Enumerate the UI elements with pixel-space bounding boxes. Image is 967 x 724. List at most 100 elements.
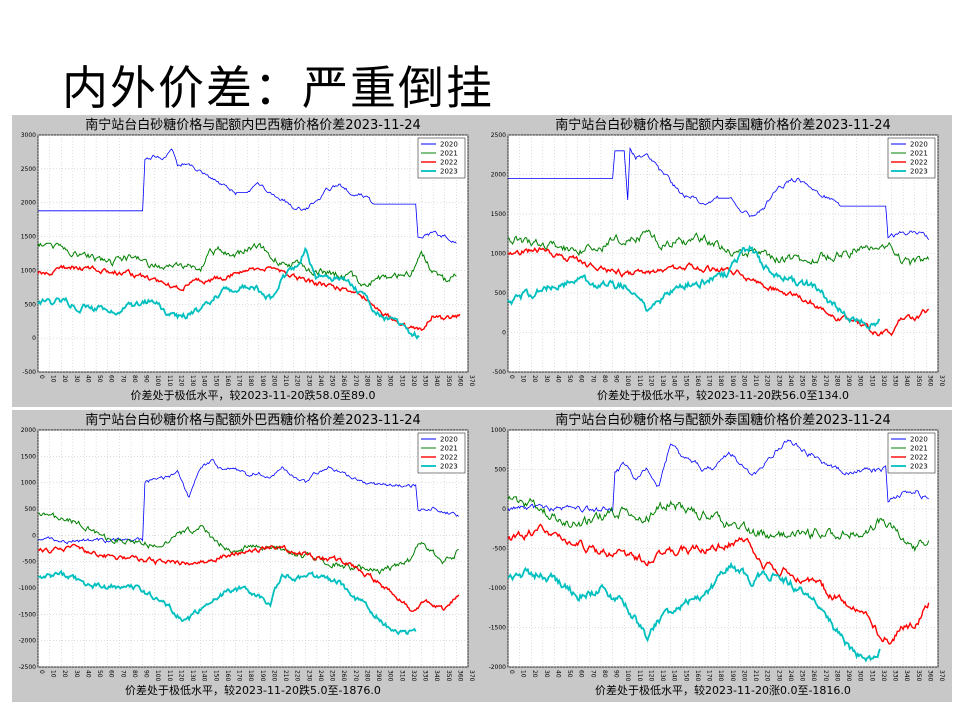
y-tick-label: -500 [492,369,506,376]
series-2023-line [507,244,881,331]
x-tick-label: 220 [294,670,301,682]
x-tick-label: 270 [822,670,829,682]
y-tick-label: -500 [22,369,36,376]
x-tick-label: 100 [154,375,161,387]
y-tick-label: 1000 [21,267,36,274]
series-2021-line [37,242,457,288]
legend-label-2023: 2023 [910,168,928,176]
x-tick-label: 330 [892,375,899,387]
x-tick-label: 50 [96,375,103,383]
chart-1-svg: 南宁站台白砂糖价格与配额内巴西糖价格价差2023-11-24 0 10 20 30 40 5… [21,117,475,402]
x-tick-label: 150 [682,670,689,682]
y-tick-label: 1000 [491,427,506,434]
y-tick-label: -2000 [19,638,37,645]
x-tick-label: 310 [868,670,875,682]
x-tick-label: 340 [433,670,440,682]
x-tick-label: 60 [578,375,585,383]
x-tick-label: 250 [329,670,336,682]
legend-label-2020: 2020 [910,141,928,149]
x-tick-label: 250 [329,375,336,387]
x-tick-label: 210 [282,670,289,682]
y-tick-label: -2500 [19,664,37,671]
x-tick-label: 80 [601,375,608,383]
x-tick-label: 10 [520,375,527,383]
series-2021-line [37,512,459,575]
x-tick-label: 110 [636,670,643,682]
x-tick-label: 210 [282,375,289,387]
series-2023-line [507,561,881,663]
x-tick-label: 40 [84,670,91,678]
x-tick-label: 280 [363,375,370,387]
x-tick-label: 50 [566,670,573,678]
x-tick-label: 240 [317,375,324,387]
x-tick-label: 230 [775,670,782,682]
x-tick-label: 10 [520,670,527,678]
x-tick-label: 170 [236,670,243,682]
page-title: 内外价差：严重倒挂 [62,61,494,115]
y-tick-label: 3000 [21,132,36,139]
x-tick-label: 140 [671,670,678,682]
y-tick-label: 2000 [21,200,36,207]
x-tick-label: 180 [247,670,254,682]
x-tick-label: 20 [61,670,68,678]
x-tick-label: 140 [671,375,678,387]
y-tick-label: -1500 [489,625,507,632]
series-2023-line [37,246,420,340]
y-tick-label: 2000 [21,427,36,434]
legend-label-2020: 2020 [440,141,458,149]
plot-area [37,134,469,373]
x-tick-label: 350 [915,670,922,682]
x-tick-label: 240 [787,670,794,682]
x-tick-label: 300 [387,375,394,387]
x-tick-label: 110 [166,375,173,387]
x-tick-label: 70 [119,375,126,383]
series-2020-line [37,458,459,545]
chart-3-svg: 南宁站台白砂糖价格与配额外巴西糖价格价差2023-11-24 0 10 20 30 40 5… [19,412,475,697]
x-tick-label: 210 [752,670,759,682]
legend-label-2020: 2020 [910,436,928,444]
chart-title: 南宁站台白砂糖价格与配额外泰国糖价格价差2023-11-24 [555,412,891,428]
x-tick-label: 310 [398,670,405,682]
x-tick-label: 160 [224,670,231,682]
y-tick-label: 0 [502,330,506,337]
x-tick-label: 270 [352,375,359,387]
x-tick-label: 310 [868,375,875,387]
y-tick-label: 2000 [491,172,506,179]
y-tick-label: -500 [492,546,506,553]
y-tick-label: 500 [25,301,37,308]
x-tick-label: 90 [613,670,620,678]
x-tick-label: 360 [456,375,463,387]
x-tick-label: 370 [938,670,945,682]
series-2022-line [507,246,930,337]
x-tick-label: 120 [177,670,184,682]
chart-2-svg: 南宁站台白砂糖价格与配额内泰国糖价格价差2023-11-24 0 10 20 30 40 5… [491,117,945,402]
x-tick-label: 90 [143,375,150,383]
x-tick-label: 240 [787,375,794,387]
x-tick-label: 130 [189,375,196,387]
x-tick-label: 80 [131,670,138,678]
legend [887,137,936,179]
legend-label-2021: 2021 [910,150,928,158]
y-tick-label: 0 [32,335,36,342]
x-tick-label: 190 [729,375,736,387]
x-tick-label: 260 [810,670,817,682]
x-tick-label: 160 [694,375,701,387]
legend-label-2021: 2021 [440,445,458,453]
x-tick-label: 100 [154,670,161,682]
x-tick-label: 0 [508,375,515,379]
x-tick-label: 230 [305,375,312,387]
x-tick-label: 120 [177,375,184,387]
y-tick-label: -1000 [489,585,507,592]
x-tick-label: 320 [410,670,417,682]
x-tick-label: 230 [775,375,782,387]
x-tick-label: 200 [740,670,747,682]
x-tick-label: 50 [566,375,573,383]
x-tick-label: 130 [659,670,666,682]
x-tick-label: 220 [294,375,301,387]
series-2020-line [507,439,929,514]
x-tick-label: 360 [926,375,933,387]
x-tick-label: 290 [845,670,852,682]
x-tick-label: 100 [624,375,631,387]
legend-label-2022: 2022 [910,454,928,462]
x-tick-label: 20 [61,375,68,383]
